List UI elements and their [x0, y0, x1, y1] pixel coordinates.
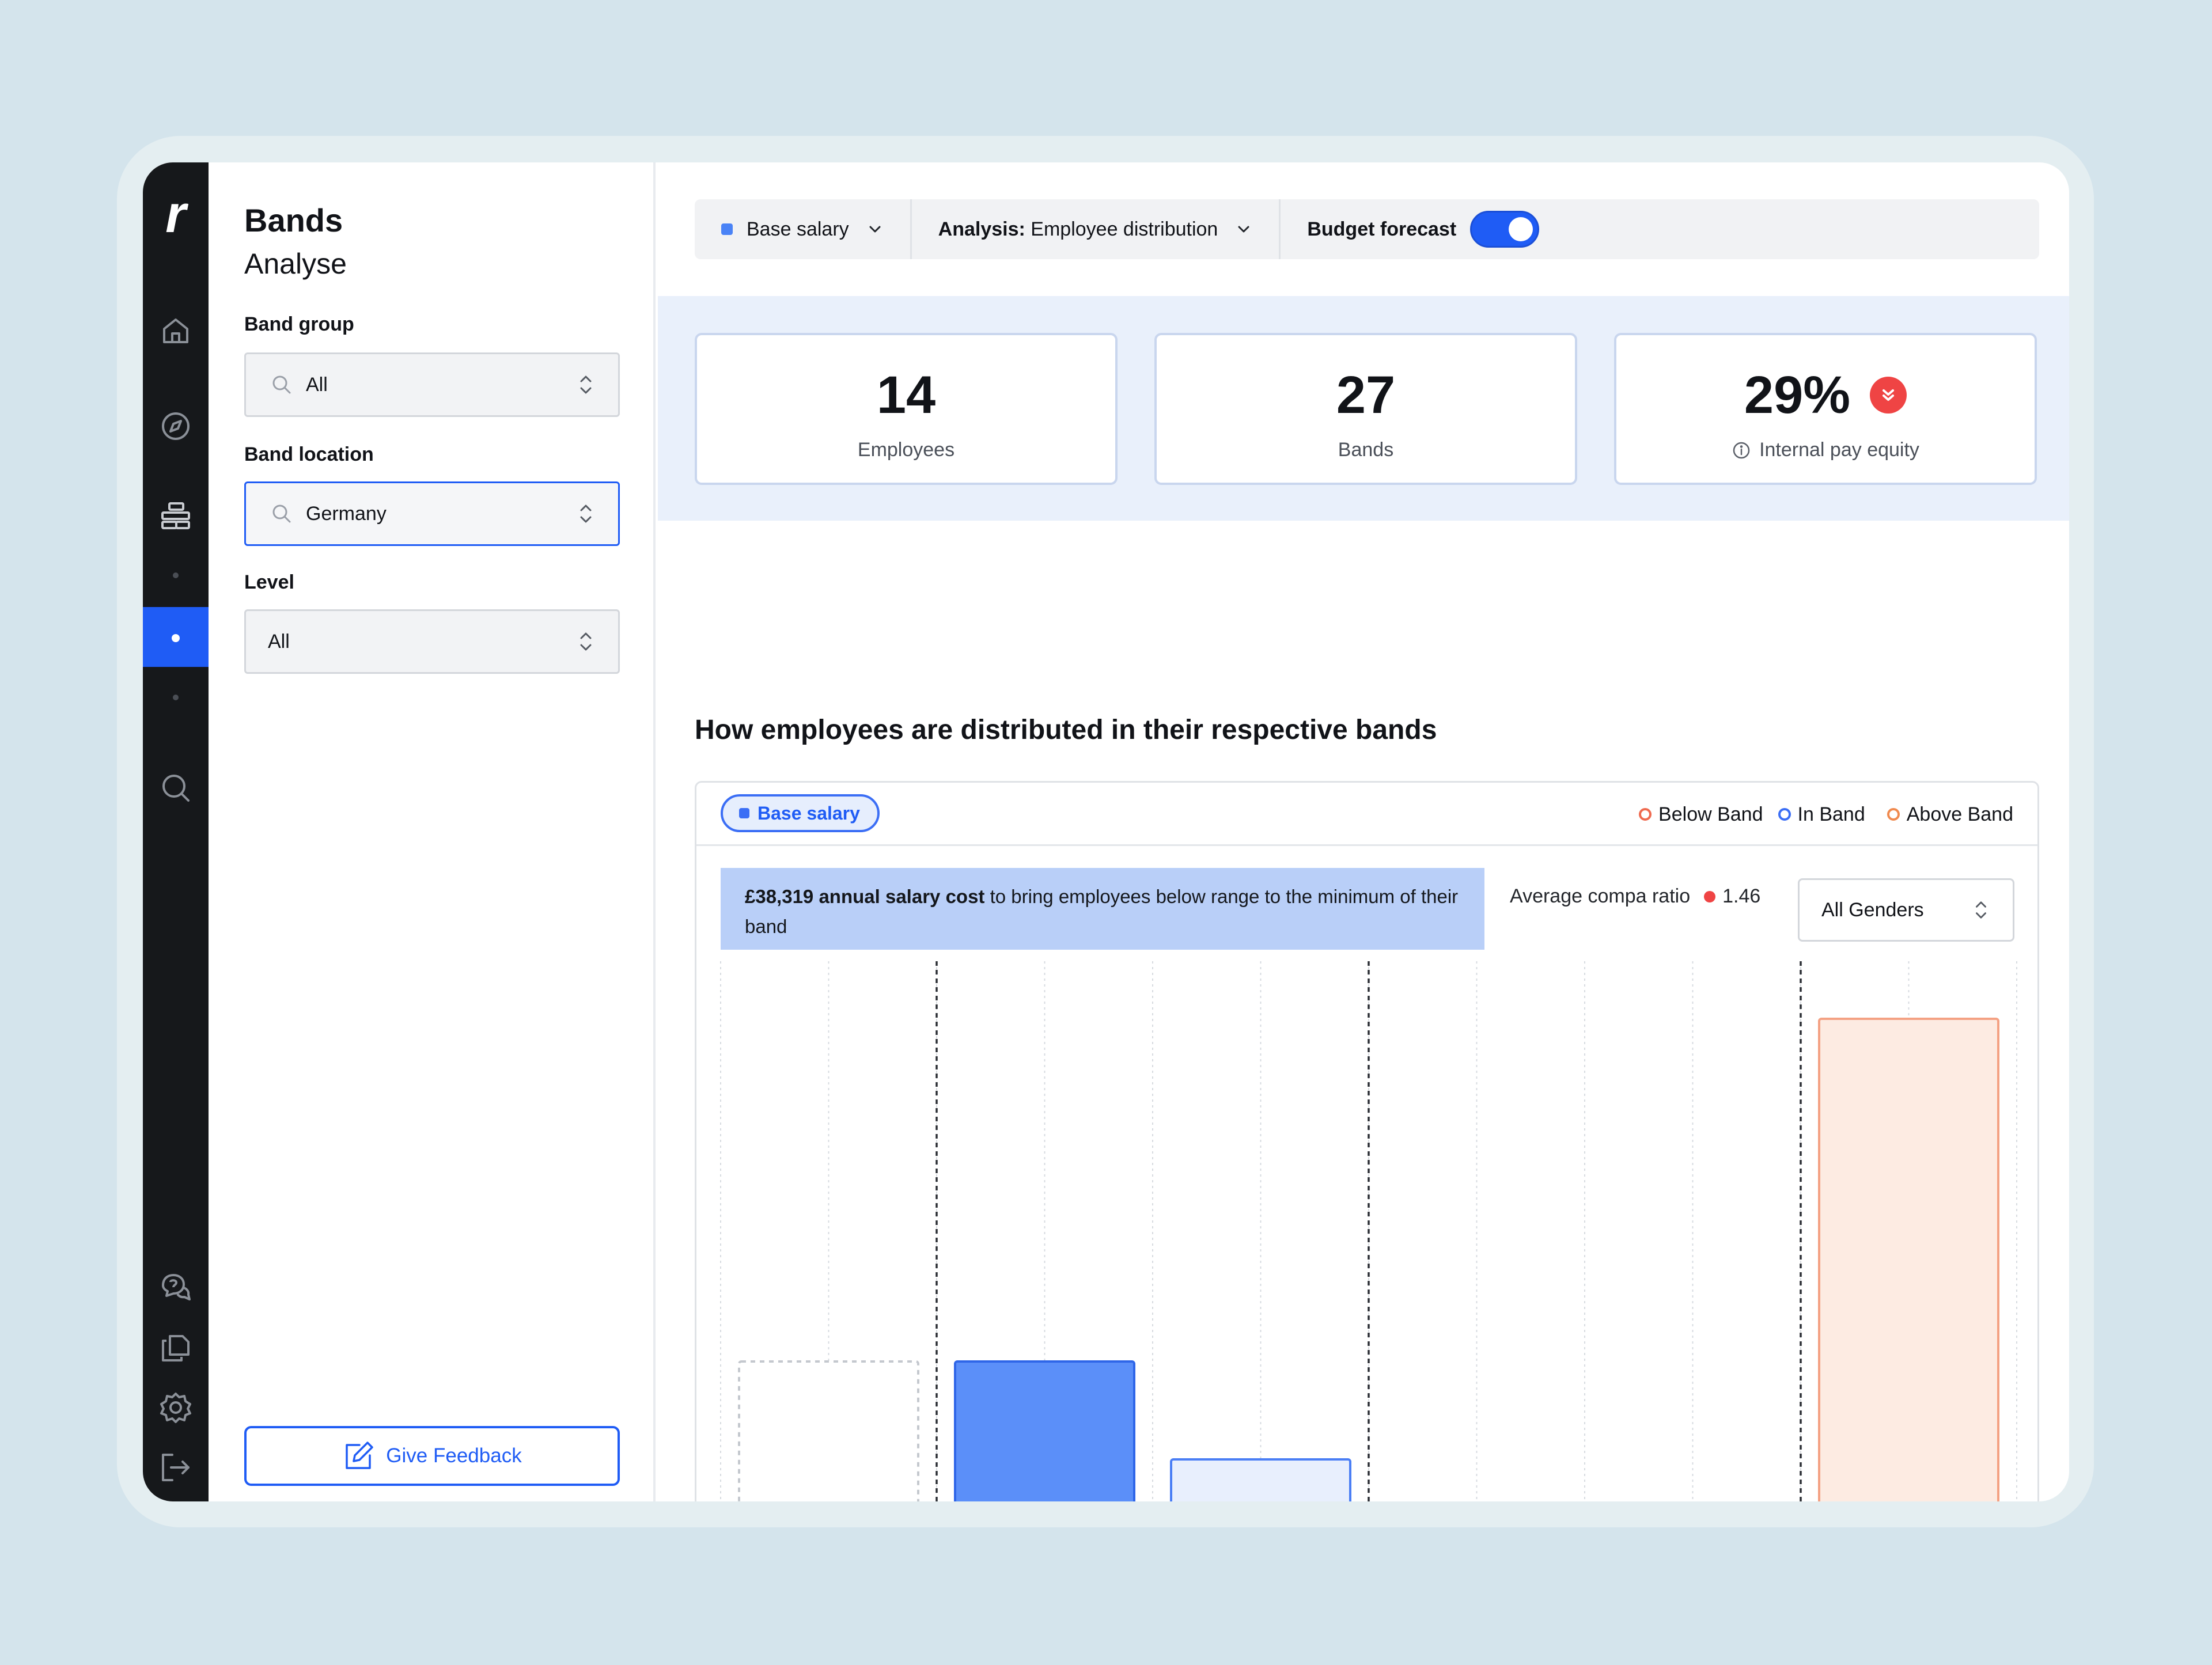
compa-ratio-label: Average compa ratio	[1510, 885, 1691, 907]
search-icon	[272, 376, 291, 394]
pill-label: Base salary	[757, 802, 860, 824]
toggle-knob	[1509, 217, 1533, 241]
legend-above-band: Above Band	[1887, 803, 2013, 826]
search-icon	[272, 505, 291, 523]
gender-value: All Genders	[1821, 898, 1924, 921]
bar-below-band	[738, 1360, 919, 1501]
chevron-updown-icon	[1976, 901, 1986, 919]
give-feedback-label: Give Feedback	[386, 1444, 522, 1467]
legend-label: Above Band	[1906, 803, 2013, 825]
band-group-label: Band group	[244, 313, 354, 335]
app-window: r Bands Analyse Band gro	[143, 162, 2069, 1501]
salary-color-swatch	[721, 223, 733, 235]
chart-legend: Below Band In Band Above Band	[1615, 783, 2013, 846]
bar-in-band	[1170, 1458, 1351, 1501]
chevron-down-icon	[869, 226, 881, 233]
nav-dot-active	[172, 634, 180, 642]
nav-rail: r	[143, 162, 209, 1501]
info-icon[interactable]	[1732, 441, 1751, 460]
callout-text: to bring employees below range to the mi…	[745, 886, 1459, 937]
legend-label: Below Band	[1658, 803, 1763, 825]
documents-icon[interactable]	[158, 1330, 193, 1365]
legend-ring-above	[1887, 808, 1900, 821]
legend-in-band: In Band	[1778, 803, 1865, 826]
main-content: Base salary Analysis: Employee distribut…	[658, 162, 2069, 1501]
callout-amount: £38,319 annual salary cost	[745, 886, 985, 907]
compa-ratio-value: 1.46	[1722, 885, 1761, 907]
legend-ring-below	[1639, 808, 1652, 821]
compa-ratio: Average compa ratio 1.46	[1510, 885, 1760, 908]
nav-dot[interactable]	[173, 572, 179, 578]
stat-card-bands: 27 Bands	[1154, 333, 1577, 485]
stat-card-pay-equity: 29% Internal pay equity	[1614, 333, 2037, 485]
pay-equity-label-row: Internal pay equity	[1616, 439, 2035, 461]
band-location-select[interactable]: Germany	[244, 481, 620, 546]
search-icon[interactable]	[158, 771, 193, 805]
salary-type-dropdown[interactable]: Base salary	[695, 199, 912, 259]
analysis-dropdown[interactable]: Analysis: Employee distribution	[912, 199, 1281, 259]
analysis-toolbar: Base salary Analysis: Employee distribut…	[695, 199, 2039, 259]
level-value: All	[268, 630, 290, 653]
band-group-value: All	[306, 373, 328, 396]
level-select[interactable]: All	[244, 609, 620, 674]
salary-color-swatch	[739, 808, 749, 818]
analysis-value: Employee distribution	[1031, 218, 1218, 240]
chevron-updown-icon	[580, 632, 592, 651]
chevron-down-icon	[1238, 226, 1249, 233]
stat-card-employees: 14 Employees	[695, 333, 1118, 485]
logout-icon[interactable]	[158, 1450, 193, 1485]
distribution-chart-card: Base salary Below Band In Band Above Ban…	[695, 781, 2039, 1501]
app-logo[interactable]: r	[165, 185, 186, 244]
chevron-updown-icon	[580, 505, 592, 523]
bar-in-band	[954, 1360, 1135, 1501]
legend-label: In Band	[1797, 803, 1865, 825]
filter-sidebar: Bands Analyse Band group All Band locati…	[209, 162, 656, 1501]
level-label: Level	[244, 571, 294, 593]
page-title: Bands	[244, 202, 343, 238]
section-title: How employees are distributed in their r…	[695, 715, 1437, 745]
compass-icon[interactable]	[158, 409, 193, 443]
home-icon[interactable]	[158, 313, 193, 348]
pay-equity-row: 29%	[1616, 365, 2035, 425]
pay-equity-label: Internal pay equity	[1759, 439, 1919, 461]
salary-type-value: Base salary	[747, 218, 849, 240]
compa-status-dot	[1704, 890, 1716, 902]
page-subtitle: Analyse	[244, 248, 347, 280]
bands-count: 27	[1336, 366, 1396, 424]
budget-forecast-control: Budget forecast	[1281, 199, 1566, 259]
employees-label: Employees	[857, 439, 955, 461]
edit-note-icon	[346, 1442, 374, 1469]
band-location-label: Band location	[244, 443, 374, 465]
pay-equity-value: 29%	[1744, 366, 1851, 424]
settings-icon[interactable]	[158, 1390, 193, 1425]
nav-dot[interactable]	[173, 695, 179, 700]
band-location-value: Germany	[306, 502, 387, 525]
distribution-chart: Minimum Midpoint Maximum	[720, 961, 2017, 1501]
base-salary-pill[interactable]: Base salary	[721, 794, 880, 832]
chevron-updown-icon	[580, 376, 592, 394]
budget-forecast-toggle[interactable]	[1470, 211, 1540, 248]
trend-down-icon	[1870, 377, 1907, 414]
band-group-select[interactable]: All	[244, 352, 620, 417]
legend-ring-in	[1778, 808, 1791, 821]
budget-callout: £38,319 annual salary cost to bring empl…	[721, 868, 1484, 950]
budget-forecast-label: Budget forecast	[1307, 218, 1457, 240]
legend-below-band: Below Band	[1639, 803, 1763, 826]
analysis-label: Analysis:	[938, 218, 1025, 240]
bands-icon[interactable]	[158, 498, 193, 532]
nav-item-active[interactable]	[143, 607, 209, 667]
help-chat-icon[interactable]	[158, 1270, 193, 1305]
employees-count: 14	[876, 366, 936, 424]
chart-header: Base salary Below Band In Band Above Ban…	[696, 783, 2037, 846]
bar-above-band	[1818, 1018, 1999, 1501]
bands-label: Bands	[1338, 439, 1394, 461]
gender-select[interactable]: All Genders	[1798, 878, 2014, 942]
give-feedback-button[interactable]: Give Feedback	[244, 1426, 620, 1486]
